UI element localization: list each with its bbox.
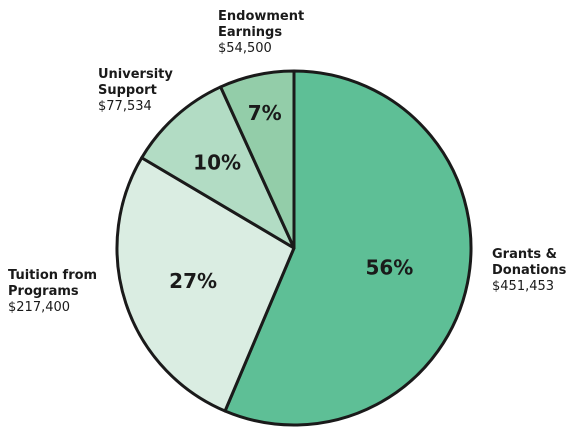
pie-slice-1	[115, 156, 296, 413]
slice-category-label: Tuition from	[8, 268, 97, 283]
pie-slices	[115, 69, 473, 427]
slice-percent-label: 56%	[365, 255, 413, 279]
slice-category-label: Support	[98, 83, 157, 98]
slice-value-label: $451,453	[492, 279, 554, 294]
pie-labels: 56% Grants &Donations$451,453 27% Tuition f…	[8, 9, 567, 315]
slice-percent-label: 7%	[248, 101, 282, 125]
slice-value-label: $217,400	[8, 300, 70, 315]
pie-slice-3	[219, 69, 296, 250]
slice-category-label: Grants &	[492, 247, 557, 262]
slice-category-label: Earnings	[218, 25, 282, 40]
slice-category-label: Endowment	[218, 9, 304, 24]
slice-category-label: Donations	[492, 263, 567, 278]
slice-category-label: Programs	[8, 284, 79, 299]
slice-category-label: University	[98, 67, 173, 82]
slice-value-label: $54,500	[218, 41, 272, 56]
slice-percent-label: 10%	[193, 150, 241, 174]
pie-slice-2	[140, 85, 296, 250]
slice-value-label: $77,534	[98, 99, 152, 114]
slice-percent-label: 27%	[169, 269, 217, 293]
pie-slice-0	[223, 69, 473, 427]
